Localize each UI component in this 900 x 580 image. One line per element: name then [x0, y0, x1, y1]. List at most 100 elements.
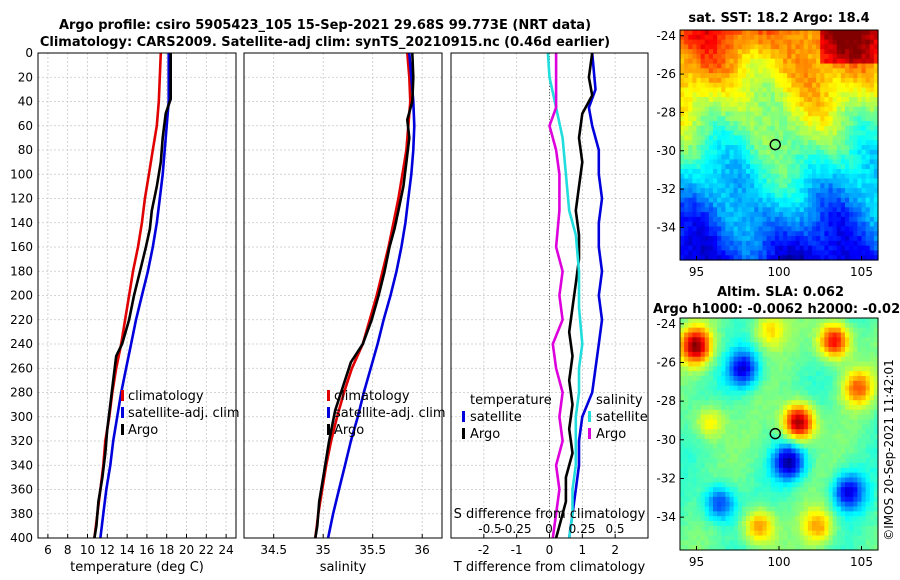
map-cell — [828, 125, 834, 132]
map-cell — [762, 327, 768, 334]
map-cell — [725, 73, 731, 79]
map-cell — [750, 221, 755, 228]
top-tick-label: -0.5 — [478, 522, 501, 536]
x-tick-label: 95 — [689, 265, 704, 279]
map-cell — [787, 49, 792, 55]
map-cell — [766, 236, 772, 242]
map-cell — [737, 197, 743, 204]
map-cell — [721, 130, 726, 137]
map-cell — [754, 496, 759, 503]
map-cell — [762, 482, 768, 488]
map-cell — [869, 496, 875, 503]
map-cell — [721, 255, 726, 261]
map-cell — [725, 82, 731, 89]
map-cell — [746, 192, 751, 199]
map-cell — [704, 463, 710, 469]
map-cell — [799, 380, 805, 387]
map-cell — [725, 521, 731, 527]
map-cell — [684, 332, 689, 338]
top-tick-label: 0 — [545, 522, 553, 536]
map-cell — [762, 240, 768, 247]
map-cell — [708, 545, 714, 551]
map-cell — [725, 216, 731, 223]
map-cell — [873, 434, 879, 440]
map-cell — [836, 202, 842, 208]
map-cell — [828, 395, 834, 401]
map-cell — [717, 212, 722, 218]
map-cell — [873, 53, 879, 60]
map-cell — [692, 255, 698, 261]
map-cell — [774, 226, 780, 232]
map-cell — [803, 400, 809, 406]
map-cell — [737, 58, 743, 65]
map-cell — [853, 178, 858, 184]
map-cell — [721, 145, 726, 151]
map-cell — [783, 245, 788, 252]
map-cell — [725, 240, 731, 247]
map-cell — [795, 39, 801, 45]
map-cell — [733, 535, 739, 541]
map-cell — [799, 342, 805, 348]
map-cell — [680, 463, 685, 469]
map-cell — [799, 405, 805, 411]
map-cell — [704, 409, 710, 416]
x-tick-label: 35 — [316, 543, 331, 557]
map-cell — [746, 216, 751, 223]
map-cell — [774, 332, 780, 338]
map-cell — [783, 53, 788, 60]
map-cell — [700, 535, 706, 541]
map-cell — [700, 154, 706, 160]
map-cell — [812, 545, 817, 551]
map-cell — [807, 212, 813, 218]
map-cell — [688, 34, 693, 41]
map-cell — [692, 487, 698, 493]
map-cell — [803, 467, 809, 474]
map-cell — [721, 202, 726, 208]
map-cell — [816, 535, 821, 541]
map-cell — [708, 44, 714, 50]
map-cell — [729, 58, 735, 65]
map-cell — [803, 506, 809, 512]
map-cell — [873, 101, 879, 108]
map-cell — [746, 337, 751, 343]
legend-label: satellite — [470, 410, 522, 425]
map-cell — [688, 530, 693, 537]
map-cell — [733, 111, 739, 117]
map-cell — [832, 145, 838, 151]
map-cell — [779, 135, 784, 141]
map-cell — [799, 240, 805, 247]
map-cell — [820, 34, 825, 41]
map-cell — [680, 231, 685, 237]
map-cell — [869, 463, 875, 469]
map-cell — [774, 545, 780, 551]
map-cell — [853, 492, 858, 498]
map-cell — [849, 385, 854, 392]
map-cell — [754, 240, 759, 247]
map-cell — [774, 255, 780, 261]
map-cell — [836, 424, 842, 430]
map-cell — [816, 540, 821, 546]
map-cell — [774, 366, 780, 372]
map-cell — [783, 250, 788, 256]
map-cell — [762, 463, 768, 469]
map-cell — [746, 443, 751, 450]
map-cell — [713, 207, 718, 213]
map-cell — [750, 327, 755, 334]
map-cell — [787, 380, 792, 387]
map-cell — [733, 327, 739, 334]
map-cell — [692, 506, 698, 512]
map-cell — [857, 73, 863, 79]
map-cell — [820, 501, 825, 508]
map-cell — [812, 501, 817, 508]
map-cell — [791, 125, 797, 132]
map-cell — [845, 216, 850, 223]
map-cell — [758, 34, 764, 41]
map-cell — [717, 30, 722, 36]
map-cell — [762, 106, 768, 113]
map-cell — [770, 221, 776, 228]
map-cell — [791, 192, 797, 199]
map-cell — [820, 164, 825, 170]
map-cell — [750, 240, 755, 247]
map-cell — [832, 221, 838, 228]
map-cell — [758, 216, 764, 223]
